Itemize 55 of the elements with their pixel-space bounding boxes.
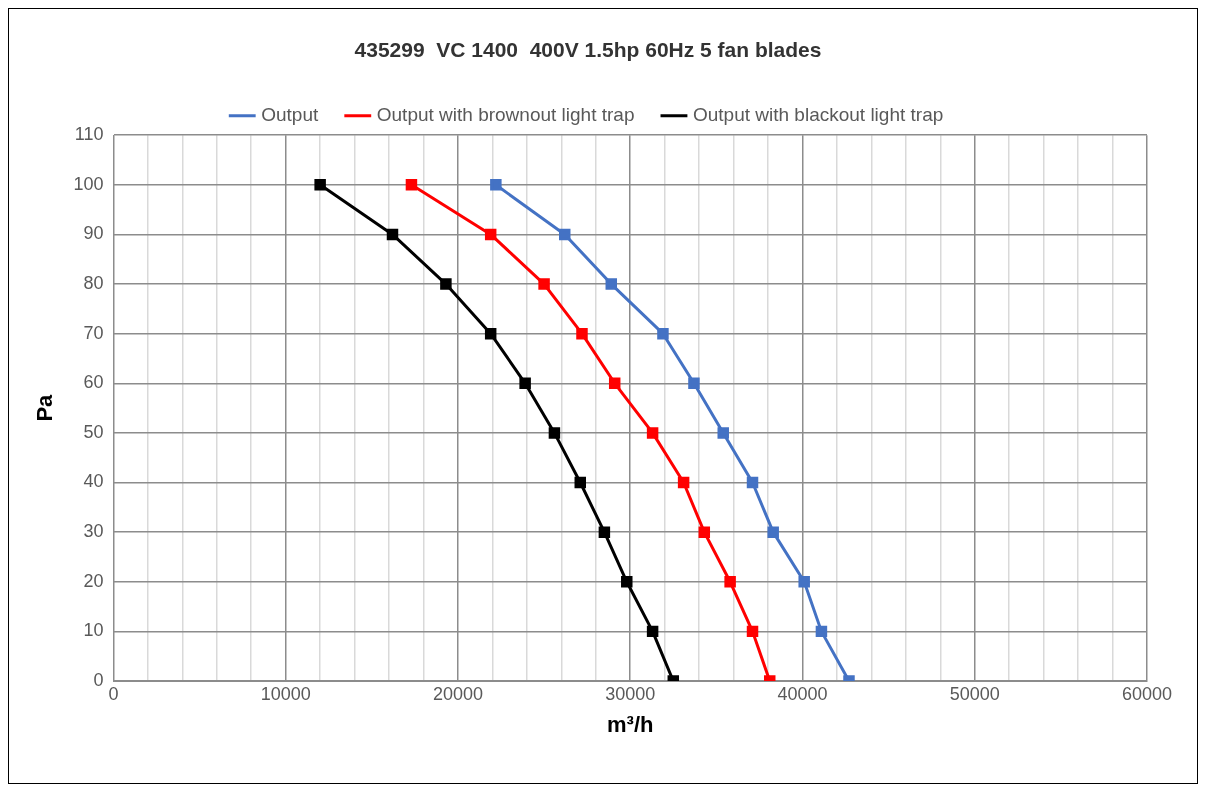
x-tick-label: 50000 xyxy=(949,683,1000,704)
point xyxy=(598,526,611,538)
y-tick-label: 80 xyxy=(83,273,104,294)
x-axis-title: m³/h xyxy=(606,711,654,737)
y-axis-title: Pa xyxy=(32,393,58,422)
point xyxy=(608,377,621,390)
legend-label: Output with brownout light trap xyxy=(376,103,635,125)
point xyxy=(574,476,586,489)
point xyxy=(519,377,531,390)
y-tick-label: 70 xyxy=(83,322,104,343)
point xyxy=(605,278,618,290)
x-tick-label: 40000 xyxy=(777,683,828,704)
x-tick-label: 10000 xyxy=(260,683,311,704)
x-tick-label: 20000 xyxy=(432,683,483,704)
point xyxy=(490,179,502,191)
point xyxy=(559,228,571,241)
point xyxy=(538,278,550,290)
point xyxy=(576,327,588,340)
point xyxy=(698,526,711,538)
y-tick-label: 20 xyxy=(83,570,104,591)
point xyxy=(767,526,779,538)
point xyxy=(688,377,700,390)
legend-label: Output with blackout light trap xyxy=(692,103,944,125)
x-tick-label: 0 xyxy=(108,683,119,704)
legend-label: Output xyxy=(261,103,319,125)
point xyxy=(815,625,828,638)
y-tick-label: 90 xyxy=(83,223,104,244)
y-tick-label: 40 xyxy=(83,471,104,492)
y-tick-label: 100 xyxy=(73,173,104,194)
point xyxy=(717,427,729,439)
y-tick-label: 30 xyxy=(83,521,104,542)
y-tick-label: 0 xyxy=(93,669,104,690)
y-tick-label: 110 xyxy=(74,124,104,145)
point xyxy=(746,476,759,489)
point xyxy=(646,427,659,439)
point xyxy=(746,625,759,638)
point xyxy=(314,179,326,191)
point xyxy=(386,228,399,241)
point xyxy=(657,327,669,340)
point xyxy=(548,427,561,439)
point xyxy=(798,576,810,588)
point xyxy=(484,228,497,241)
point xyxy=(621,576,633,588)
x-tick-label: 30000 xyxy=(605,683,656,704)
point xyxy=(646,625,659,638)
point xyxy=(484,327,497,340)
point xyxy=(677,476,690,489)
y-tick-label: 60 xyxy=(83,372,104,393)
point xyxy=(440,278,452,290)
y-tick-label: 10 xyxy=(83,620,104,641)
point xyxy=(724,576,736,588)
x-tick-label: 60000 xyxy=(1121,683,1173,704)
y-tick-label: 50 xyxy=(83,421,104,442)
chart-title: 435299 VC 1400 400V 1.5hp 60Hz 5 fan blades xyxy=(354,38,822,62)
point xyxy=(405,179,418,191)
